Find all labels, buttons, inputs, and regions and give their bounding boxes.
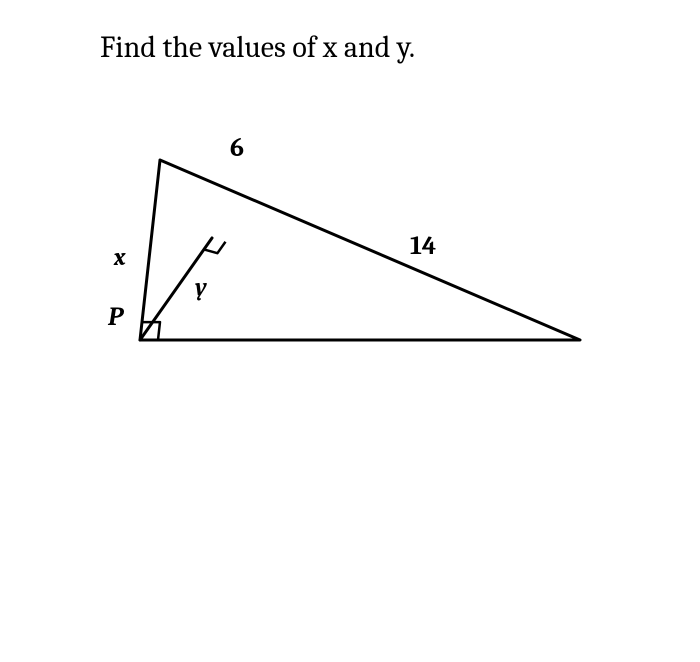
label-vertex-p: P — [107, 302, 125, 332]
problem-title: Find the values of x and y. — [100, 30, 415, 65]
label-segment-14: 14 — [410, 231, 436, 261]
label-segment-6: 6 — [230, 133, 244, 163]
diagram: 6 14 x y P — [90, 130, 610, 394]
label-x: x — [113, 243, 126, 271]
label-y: y — [194, 273, 207, 301]
